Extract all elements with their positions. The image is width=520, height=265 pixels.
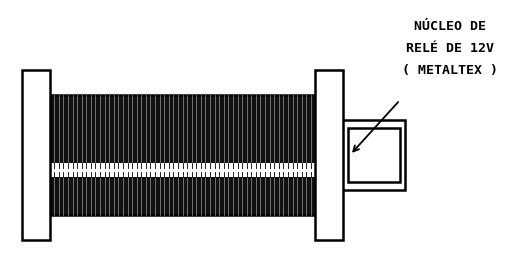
Text: NÚCLEO DE: NÚCLEO DE bbox=[414, 20, 486, 33]
Bar bbox=[315, 70, 343, 240]
Bar bbox=[45, 163, 320, 177]
Text: RELÉ DE 12V: RELÉ DE 12V bbox=[406, 42, 494, 55]
Bar bbox=[348, 128, 400, 182]
Text: ( METALTEX ): ( METALTEX ) bbox=[402, 64, 498, 77]
Bar bbox=[340, 120, 405, 190]
Bar bbox=[22, 70, 50, 240]
Bar bbox=[45, 95, 320, 215]
